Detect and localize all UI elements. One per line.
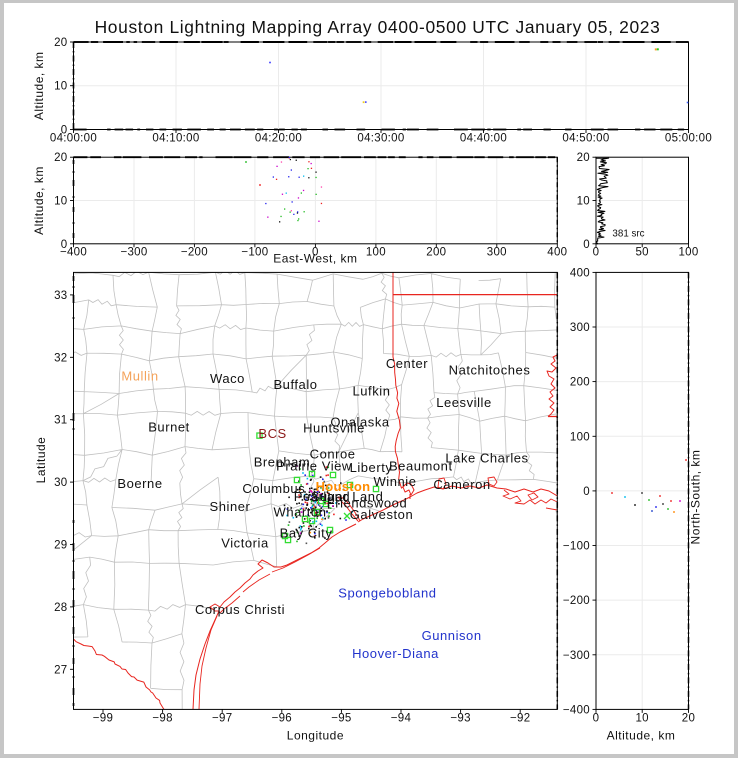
svg-text:100: 100	[570, 431, 590, 443]
svg-text:Shiner: Shiner	[210, 499, 251, 514]
svg-text:04:30:00: 04:30:00	[357, 133, 404, 145]
svg-text:0: 0	[593, 247, 600, 259]
svg-text:05:00:00: 05:00:00	[665, 133, 712, 145]
svg-text:−95: −95	[331, 713, 351, 725]
svg-text:Boerne: Boerne	[117, 476, 162, 491]
svg-text:Friendswood: Friendswood	[327, 496, 407, 511]
svg-text:−300: −300	[120, 247, 147, 259]
svg-text:20: 20	[54, 152, 67, 164]
svg-text:Altitude, km: Altitude, km	[607, 729, 676, 743]
svg-text:29: 29	[54, 540, 67, 552]
svg-text:50: 50	[635, 247, 648, 259]
svg-text:BCS: BCS	[258, 426, 286, 441]
svg-text:33: 33	[54, 290, 67, 302]
svg-text:20: 20	[577, 152, 590, 164]
svg-text:Liberty: Liberty	[350, 460, 393, 475]
svg-text:Victoria: Victoria	[221, 536, 269, 551]
svg-text:−96: −96	[272, 713, 292, 725]
svg-text:Prairie View: Prairie View	[276, 459, 352, 474]
svg-text:−98: −98	[152, 713, 172, 725]
svg-text:Houston Lightning Mapping Arra: Houston Lightning Mapping Array 0400-050…	[95, 17, 661, 37]
svg-text:−400: −400	[60, 247, 87, 259]
svg-text:Waco: Waco	[210, 371, 245, 386]
svg-text:Spongebobland: Spongebobland	[338, 586, 436, 601]
svg-text:−100: −100	[563, 541, 590, 553]
svg-text:Sugar Land: Sugar Land	[311, 489, 384, 504]
svg-text:300: 300	[487, 247, 507, 259]
svg-text:100: 100	[678, 247, 698, 259]
svg-text:−92: −92	[510, 713, 530, 725]
svg-text:100: 100	[366, 247, 386, 259]
svg-text:−200: −200	[563, 595, 590, 607]
svg-text:20: 20	[682, 713, 695, 725]
svg-text:04:10:00: 04:10:00	[152, 133, 199, 145]
svg-text:0: 0	[593, 713, 600, 725]
svg-text:East-West, km: East-West, km	[273, 252, 357, 266]
svg-text:300: 300	[570, 322, 590, 334]
svg-text:10: 10	[577, 196, 590, 208]
svg-text:400: 400	[570, 267, 590, 279]
svg-text:381 src: 381 src	[612, 229, 644, 240]
svg-text:32: 32	[54, 352, 67, 364]
svg-text:Galveston: Galveston	[350, 507, 413, 522]
svg-text:0: 0	[583, 239, 590, 251]
svg-text:27: 27	[54, 664, 67, 676]
svg-text:−200: −200	[181, 247, 208, 259]
svg-text:200: 200	[570, 377, 590, 389]
svg-text:Natchitoches: Natchitoches	[449, 363, 531, 378]
svg-text:Wharton: Wharton	[274, 505, 327, 520]
svg-text:−94: −94	[391, 713, 412, 725]
svg-text:31: 31	[54, 415, 67, 427]
svg-text:04:40:00: 04:40:00	[460, 133, 507, 145]
svg-text:Houston: Houston	[316, 479, 371, 494]
svg-text:Corpus Christi: Corpus Christi	[195, 602, 285, 617]
svg-text:04:00:00: 04:00:00	[50, 133, 97, 145]
svg-text:200: 200	[426, 247, 446, 259]
svg-text:0: 0	[61, 125, 68, 137]
svg-text:Bay City: Bay City	[280, 526, 333, 541]
svg-text:Mullin: Mullin	[121, 369, 158, 384]
svg-text:Lake Charles: Lake Charles	[445, 451, 528, 466]
svg-text:04:50:00: 04:50:00	[562, 133, 609, 145]
svg-text:Conroe: Conroe	[310, 447, 356, 462]
svg-text:Hoover-Diana: Hoover-Diana	[352, 646, 439, 661]
svg-text:Altitude, km: Altitude, km	[32, 51, 46, 120]
svg-text:Beaumont: Beaumont	[389, 459, 453, 474]
svg-text:−97: −97	[212, 713, 232, 725]
svg-text:−100: −100	[241, 247, 268, 259]
svg-text:04:20:00: 04:20:00	[255, 133, 302, 145]
svg-text:Center: Center	[386, 356, 428, 371]
svg-text:Cameron: Cameron	[433, 477, 490, 492]
svg-text:10: 10	[635, 713, 648, 725]
svg-text:Lufkin: Lufkin	[353, 384, 391, 399]
svg-text:400: 400	[547, 247, 567, 259]
svg-text:Huntsville: Huntsville	[303, 421, 365, 436]
svg-text:North-South, km: North-South, km	[689, 450, 703, 545]
svg-text:Onalaska: Onalaska	[330, 415, 390, 430]
svg-text:28: 28	[54, 602, 67, 614]
svg-text:−300: −300	[563, 650, 590, 662]
svg-text:−99: −99	[93, 713, 113, 725]
svg-text:20: 20	[54, 37, 67, 49]
svg-text:Winnie: Winnie	[373, 474, 416, 489]
svg-text:Leesville: Leesville	[436, 395, 492, 410]
svg-text:Gunnison: Gunnison	[422, 628, 482, 643]
svg-text:Pearland: Pearland	[294, 489, 350, 504]
svg-text:Brenham: Brenham	[254, 455, 311, 470]
svg-text:0: 0	[312, 247, 319, 259]
svg-text:−93: −93	[450, 713, 470, 725]
svg-text:Altitude, km: Altitude, km	[32, 166, 46, 235]
svg-text:0: 0	[583, 486, 590, 498]
svg-text:10: 10	[54, 196, 67, 208]
svg-text:Columbus: Columbus	[242, 481, 305, 496]
svg-text:−400: −400	[563, 704, 590, 716]
svg-text:Longitude: Longitude	[287, 729, 344, 743]
svg-text:0: 0	[61, 239, 68, 251]
svg-text:30: 30	[54, 477, 67, 489]
svg-text:Burnet: Burnet	[148, 420, 190, 435]
svg-text:Latitude: Latitude	[34, 437, 48, 484]
svg-text:10: 10	[54, 81, 67, 93]
svg-text:Buffalo: Buffalo	[273, 377, 317, 392]
